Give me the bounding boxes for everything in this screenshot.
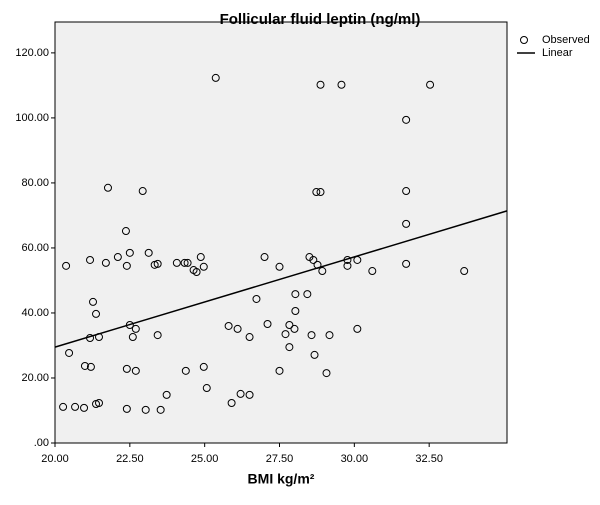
- data-point: [291, 290, 300, 299]
- data-point: [89, 297, 98, 306]
- data-point: [227, 399, 236, 408]
- data-point: [131, 366, 140, 375]
- data-point: [59, 402, 68, 411]
- y-tick-label: .00: [34, 437, 49, 449]
- plot-area: [54, 21, 508, 444]
- data-point: [153, 331, 162, 340]
- data-point: [260, 253, 269, 262]
- data-point: [402, 187, 411, 196]
- data-point: [65, 348, 74, 357]
- data-point: [122, 364, 131, 373]
- data-point: [343, 261, 352, 270]
- data-point: [211, 73, 220, 82]
- data-point: [281, 330, 290, 339]
- x-tick-label: 32.50: [415, 453, 443, 465]
- data-point: [245, 333, 254, 342]
- y-tick-label: 80.00: [21, 177, 49, 189]
- data-point: [86, 362, 95, 371]
- data-point: [252, 294, 261, 303]
- data-point: [285, 320, 294, 329]
- x-tick-label: 25.00: [191, 453, 219, 465]
- data-point: [172, 258, 181, 267]
- data-point: [368, 267, 377, 276]
- data-point: [310, 350, 319, 359]
- data-point: [353, 324, 362, 333]
- data-point: [180, 258, 189, 267]
- data-point: [316, 188, 325, 197]
- data-point: [245, 390, 254, 399]
- data-point: [121, 227, 130, 236]
- data-point: [131, 324, 140, 333]
- data-point: [263, 320, 272, 329]
- data-point: [71, 402, 80, 411]
- data-point: [199, 262, 208, 271]
- data-point: [138, 187, 147, 196]
- legend-label: Observed: [542, 34, 590, 46]
- data-point: [95, 399, 104, 408]
- data-point: [322, 369, 331, 378]
- data-point: [312, 188, 321, 197]
- legend-label: Linear: [542, 47, 573, 59]
- data-point: [122, 261, 131, 270]
- data-point: [275, 366, 284, 375]
- data-point: [92, 309, 101, 318]
- data-point: [141, 405, 150, 414]
- data-point: [337, 80, 346, 89]
- data-point: [103, 183, 112, 192]
- fit-line: [54, 210, 508, 348]
- data-point: [113, 253, 122, 262]
- y-tick-label: 20.00: [21, 372, 49, 384]
- data-point: [122, 404, 131, 413]
- data-point: [307, 331, 316, 340]
- data-point: [460, 267, 469, 276]
- data-point: [316, 80, 325, 89]
- data-point: [325, 331, 334, 340]
- data-point: [285, 343, 294, 352]
- data-point: [86, 255, 95, 264]
- data-point: [275, 262, 284, 271]
- data-point: [309, 255, 318, 264]
- data-point: [62, 261, 71, 270]
- data-point: [199, 362, 208, 371]
- data-point: [290, 324, 299, 333]
- y-tick-label: 60.00: [21, 242, 49, 254]
- data-point: [318, 267, 327, 276]
- data-point: [101, 258, 110, 267]
- data-point: [402, 259, 411, 268]
- y-tick-label: 100.00: [15, 112, 49, 124]
- data-point: [153, 259, 162, 268]
- data-point: [125, 248, 134, 257]
- y-tick-label: 120.00: [15, 47, 49, 59]
- data-point: [236, 389, 245, 398]
- data-point: [196, 253, 205, 262]
- data-point: [303, 290, 312, 299]
- chart-title: Follicular fluid leptin (ng/ml): [220, 11, 421, 28]
- data-point: [426, 80, 435, 89]
- x-tick-label: 20.00: [41, 453, 69, 465]
- x-tick-label: 30.00: [341, 453, 369, 465]
- data-point: [181, 366, 190, 375]
- x-tick-label: 22.50: [116, 453, 144, 465]
- y-tick-label: 40.00: [21, 307, 49, 319]
- data-point: [183, 258, 192, 267]
- data-point: [156, 405, 165, 414]
- data-point: [128, 333, 137, 342]
- data-point: [233, 324, 242, 333]
- x-axis-label: BMI kg/m²: [248, 471, 315, 487]
- data-point: [402, 115, 411, 124]
- data-point: [192, 267, 201, 276]
- data-point: [291, 307, 300, 316]
- data-point: [144, 248, 153, 257]
- data-point: [402, 219, 411, 228]
- data-point: [162, 390, 171, 399]
- data-point: [224, 321, 233, 330]
- data-point: [80, 403, 89, 412]
- data-point: [202, 384, 211, 393]
- x-tick-label: 27.50: [266, 453, 294, 465]
- legend-marker: [520, 36, 528, 44]
- data-point: [80, 361, 89, 370]
